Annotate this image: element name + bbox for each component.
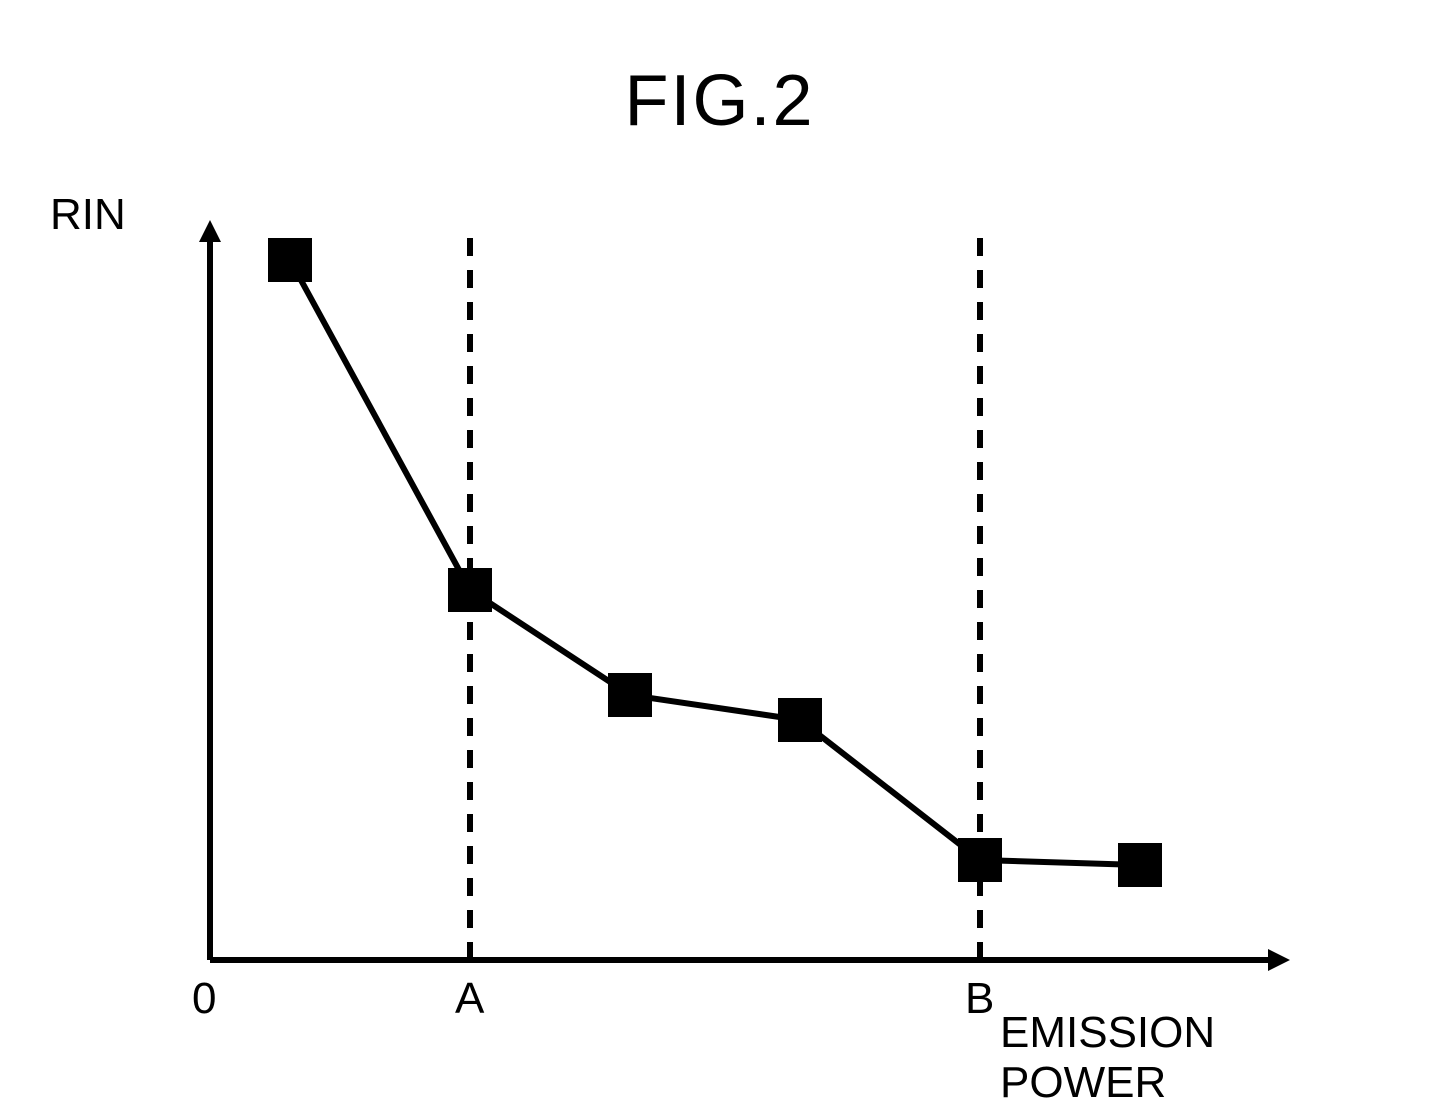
- x-tick-label: B: [965, 974, 994, 1024]
- chart-svg: [210, 220, 1290, 960]
- x-axis-label: EMISSION POWER: [1000, 1008, 1290, 1108]
- x-tick-label: 0: [192, 974, 216, 1024]
- series-marker: [448, 568, 492, 612]
- x-axis-arrow: [1268, 949, 1290, 971]
- y-axis-arrow: [199, 220, 221, 242]
- x-tick-label: A: [455, 974, 484, 1024]
- series-marker: [1118, 843, 1162, 887]
- y-axis-label: RIN: [50, 190, 126, 240]
- chart-container: RIN EMISSION POWER 0AB: [210, 220, 1290, 960]
- series-line: [290, 260, 1140, 865]
- series-marker: [778, 698, 822, 742]
- series-marker: [608, 673, 652, 717]
- series-marker: [268, 238, 312, 282]
- figure-title: FIG.2: [624, 60, 814, 142]
- series-marker: [958, 838, 1002, 882]
